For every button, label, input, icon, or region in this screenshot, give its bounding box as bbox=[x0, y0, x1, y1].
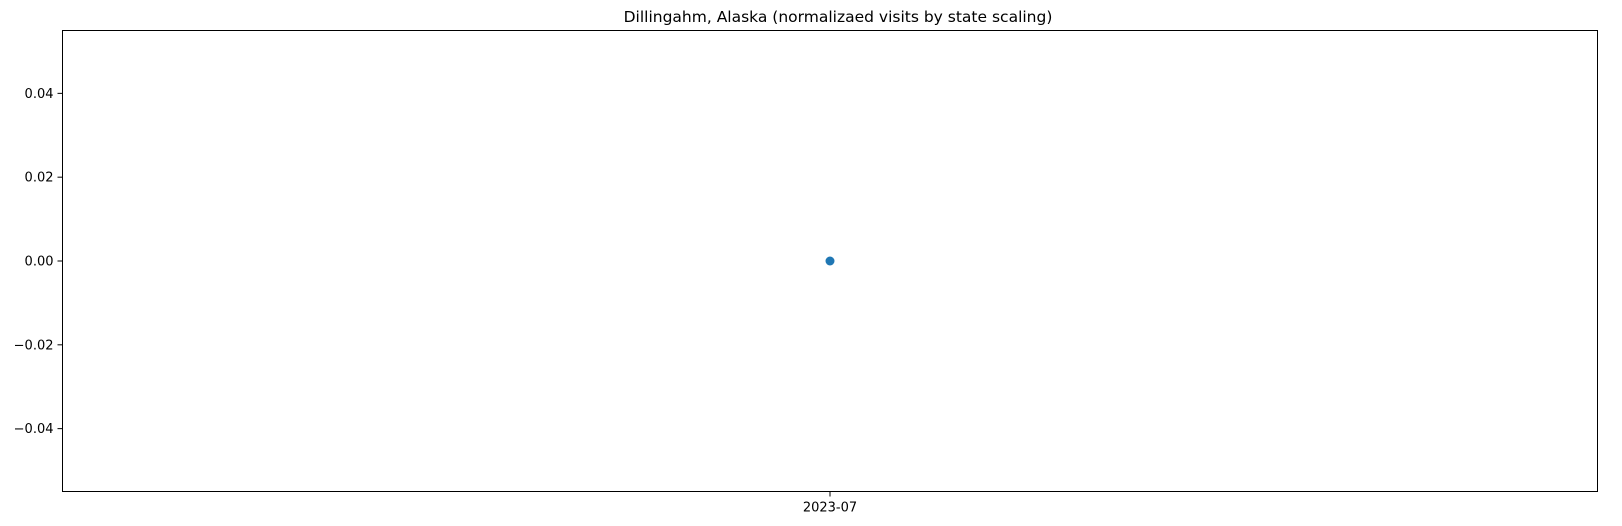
y-tick-label: 0.00 bbox=[25, 255, 54, 270]
y-tick-label: 0.02 bbox=[25, 171, 54, 186]
y-tick-label: −0.04 bbox=[14, 422, 54, 437]
y-tick-label: 0.04 bbox=[25, 87, 54, 102]
y-tick-label: −0.02 bbox=[14, 338, 54, 353]
x-axis: 2023-07 bbox=[803, 491, 857, 516]
points-layer bbox=[825, 256, 835, 266]
y-axis: −0.04 −0.02 0.00 0.02 0.04 bbox=[14, 87, 63, 437]
x-tick-label: 2023-07 bbox=[803, 501, 857, 516]
data-point bbox=[825, 256, 835, 266]
chart-title: Dillingahm, Alaska (normalizaed visits b… bbox=[624, 8, 1053, 26]
